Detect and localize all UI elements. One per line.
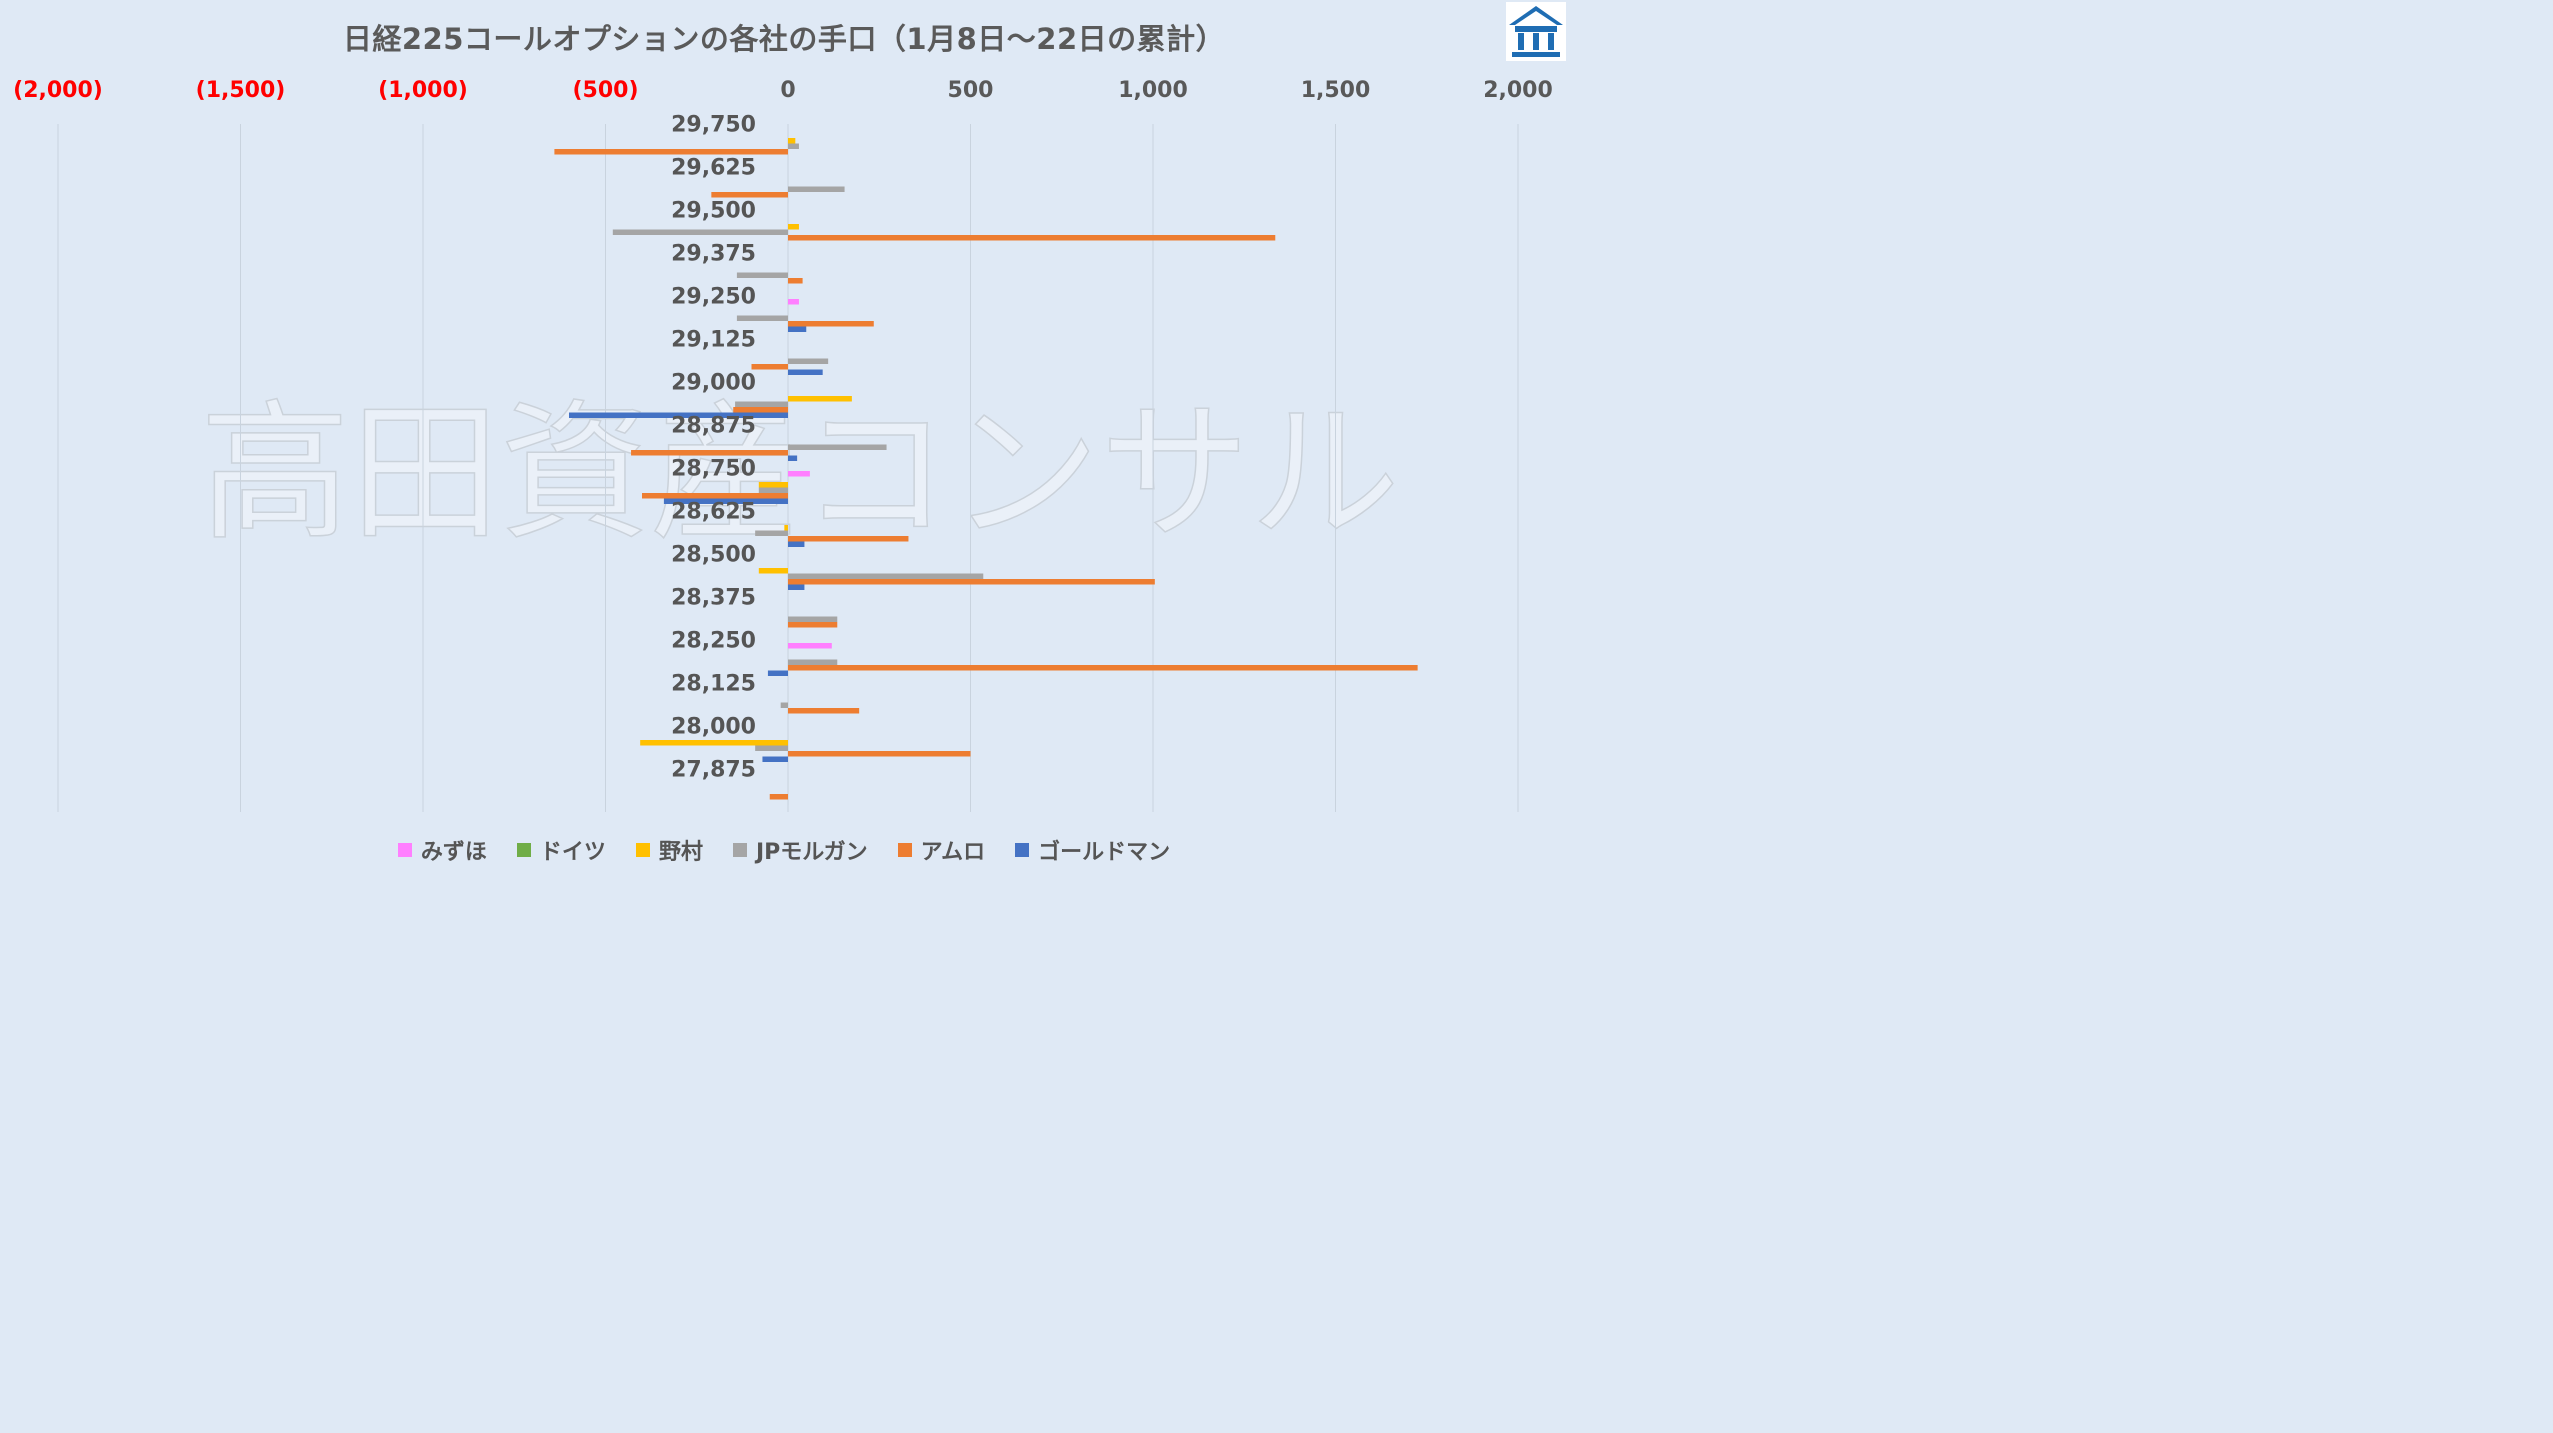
category-label: 29,500 bbox=[671, 199, 756, 224]
x-tick-label: 0 bbox=[780, 78, 795, 103]
bar-4-1 bbox=[711, 192, 788, 198]
legend-label: JPモルガン bbox=[755, 840, 868, 865]
bar-0-12 bbox=[788, 643, 832, 649]
bar-3-13 bbox=[780, 702, 788, 708]
bar-4-12 bbox=[788, 665, 1418, 671]
legend-swatch bbox=[897, 843, 912, 857]
category-label: 29,000 bbox=[671, 371, 756, 396]
bar-chart: 高田資産コンサル(2,000) (1,500) (1,000) (500) 0 500 1,… bbox=[13, 78, 1553, 812]
bar-4-5 bbox=[751, 364, 788, 370]
chart-legend: みずほ ドイツ 野村 JPモルガン アムロ ゴールドマン bbox=[0, 834, 1568, 866]
category-label: 29,125 bbox=[671, 328, 756, 353]
bar-5-5 bbox=[788, 369, 823, 375]
bar-4-3 bbox=[788, 278, 803, 284]
legend-item: 野村 bbox=[635, 834, 703, 866]
bar-5-12 bbox=[767, 670, 788, 676]
bar-2-8 bbox=[758, 482, 788, 488]
bar-3-8 bbox=[758, 487, 788, 493]
bar-2-10 bbox=[758, 568, 788, 574]
bar-5-10 bbox=[788, 584, 805, 590]
bar-3-3 bbox=[736, 272, 788, 278]
bar-4-8 bbox=[642, 493, 788, 499]
legend-swatch bbox=[635, 843, 650, 857]
category-label: 28,500 bbox=[671, 543, 756, 568]
bar-3-11 bbox=[788, 616, 838, 622]
category-label: 27,875 bbox=[671, 758, 756, 783]
category-label: 28,000 bbox=[671, 715, 756, 740]
bar-3-10 bbox=[788, 573, 984, 579]
bar-4-10 bbox=[788, 579, 1155, 585]
bar-2-0 bbox=[788, 138, 796, 144]
category-label: 29,750 bbox=[671, 113, 756, 138]
bar-4-4 bbox=[788, 321, 874, 327]
category-label: 28,875 bbox=[671, 414, 756, 439]
bar-4-0 bbox=[554, 149, 788, 155]
x-tick-label: (1,500) bbox=[196, 78, 286, 103]
bar-3-5 bbox=[788, 358, 829, 364]
legend-item: JPモルガン bbox=[732, 834, 868, 866]
x-tick-label: (2,000) bbox=[13, 78, 103, 103]
legend-item: ドイツ bbox=[516, 834, 606, 866]
x-tick-label: (1,000) bbox=[378, 78, 468, 103]
bar-3-1 bbox=[788, 186, 845, 192]
category-label: 28,625 bbox=[671, 500, 756, 525]
x-tick-label: 1,000 bbox=[1118, 78, 1188, 103]
bar-3-12 bbox=[788, 659, 838, 665]
x-tick-label: 500 bbox=[948, 78, 994, 103]
bar-5-6 bbox=[569, 412, 788, 418]
bar-2-14 bbox=[640, 740, 788, 746]
category-label: 28,375 bbox=[671, 586, 756, 611]
category-label: 28,750 bbox=[671, 457, 756, 482]
legend-label: みずほ bbox=[420, 840, 487, 865]
legend-item: みずほ bbox=[397, 834, 487, 866]
bar-5-14 bbox=[762, 756, 788, 762]
legend-label: 野村 bbox=[658, 840, 703, 865]
legend-label: ゴールドマン bbox=[1038, 840, 1171, 865]
bar-2-9 bbox=[784, 525, 788, 531]
bar-3-4 bbox=[736, 315, 788, 321]
bar-3-2 bbox=[612, 229, 788, 235]
bar-5-8 bbox=[663, 498, 788, 504]
legend-swatch bbox=[1015, 843, 1030, 857]
bar-3-7 bbox=[788, 444, 887, 450]
category-label: 28,125 bbox=[671, 672, 756, 697]
legend-swatch bbox=[516, 843, 531, 857]
x-tick-label: 1,500 bbox=[1301, 78, 1371, 103]
bar-2-6 bbox=[788, 396, 852, 402]
bar-3-14 bbox=[755, 745, 788, 751]
chart-title: 日経225コールオプションの各社の手口（1月8日〜22日の累計） bbox=[342, 22, 1226, 56]
bar-4-2 bbox=[788, 235, 1276, 241]
bar-2-2 bbox=[788, 224, 799, 230]
bar-4-11 bbox=[788, 622, 838, 628]
bar-5-9 bbox=[788, 541, 805, 547]
bar-3-6 bbox=[735, 401, 788, 407]
category-label: 29,625 bbox=[671, 156, 756, 181]
bar-4-7 bbox=[631, 450, 788, 456]
bar-0-4 bbox=[788, 299, 799, 305]
chart-page: 日経225コールオプションの各社の手口（1月8日〜22日の累計） 高田資産コンサ… bbox=[0, 0, 1568, 880]
bar-4-13 bbox=[788, 708, 860, 714]
x-tick-label: 2,000 bbox=[1483, 78, 1553, 103]
bar-4-15 bbox=[769, 794, 788, 800]
legend-item: ゴールドマン bbox=[1015, 834, 1170, 866]
bar-3-9 bbox=[755, 530, 788, 536]
bar-4-9 bbox=[788, 536, 909, 542]
x-tick-label: (500) bbox=[572, 78, 638, 103]
bar-4-14 bbox=[788, 751, 971, 757]
legend-item: アムロ bbox=[897, 834, 986, 866]
bar-0-8 bbox=[788, 471, 810, 477]
category-label: 28,250 bbox=[671, 629, 756, 654]
bar-5-7 bbox=[788, 455, 798, 461]
bar-4-6 bbox=[733, 407, 788, 413]
bar-5-4 bbox=[788, 326, 807, 332]
legend-label: ドイツ bbox=[539, 840, 606, 865]
category-label: 29,375 bbox=[671, 242, 756, 267]
legend-swatch bbox=[732, 843, 747, 857]
legend-swatch bbox=[397, 843, 412, 857]
category-label: 29,250 bbox=[671, 285, 756, 310]
building-logo-icon bbox=[1506, 2, 1566, 61]
legend-label: アムロ bbox=[920, 840, 986, 865]
bar-3-0 bbox=[788, 143, 799, 149]
